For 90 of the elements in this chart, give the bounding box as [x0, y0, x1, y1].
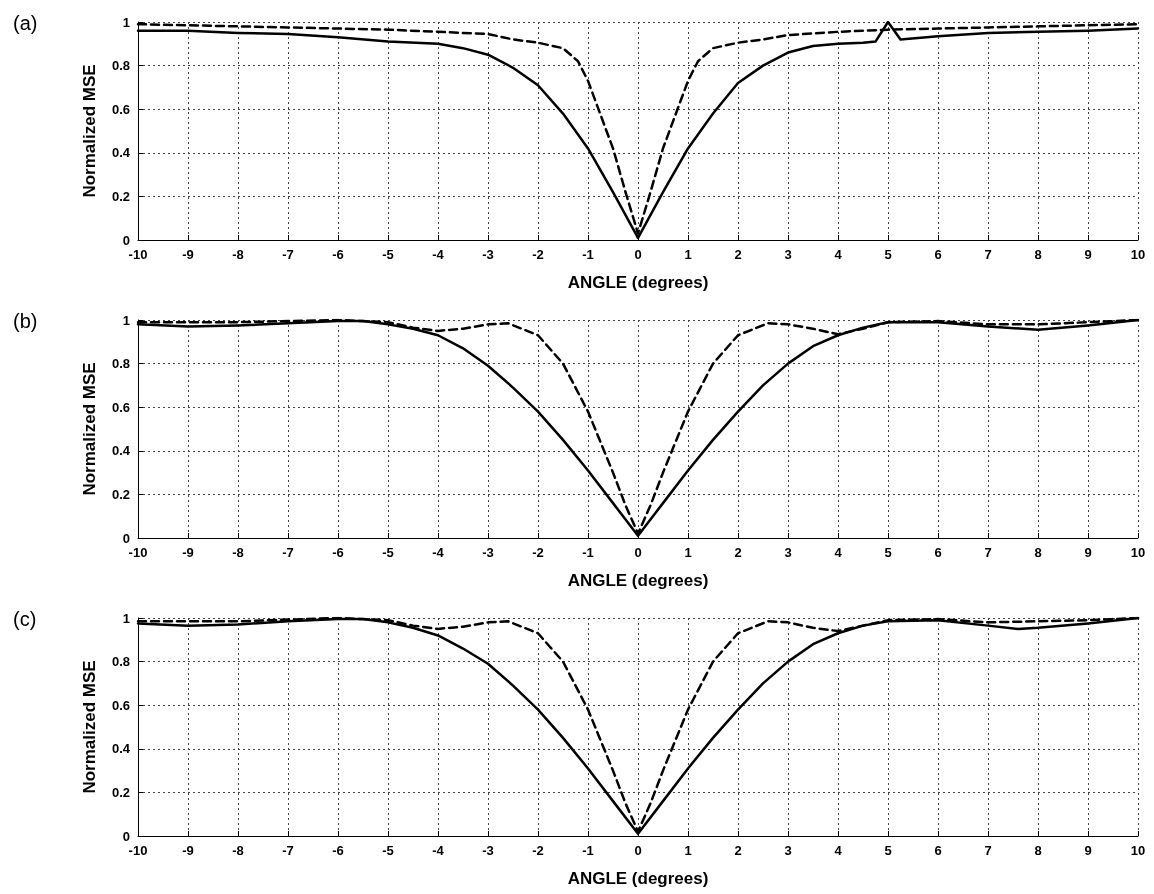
- x-tick-label: 5: [884, 247, 892, 262]
- y-tick-label: 0.8: [111, 58, 130, 74]
- x-tick-label: 6: [934, 545, 942, 560]
- chart-title: (a): [13, 12, 38, 34]
- y-tick-label: 0.6: [111, 101, 130, 117]
- x-tick-label: 10: [1130, 843, 1146, 858]
- x-tick-label: -8: [232, 247, 244, 262]
- x-tick-label: -1: [582, 843, 594, 858]
- y-tick-label: 0.4: [111, 741, 131, 757]
- y-axis-title: Normalized MSE: [80, 64, 99, 198]
- x-tick-label: -10: [128, 843, 148, 858]
- x-tick-label: -7: [282, 247, 294, 262]
- x-tick-label: -5: [382, 843, 394, 858]
- x-tick-label: 6: [934, 843, 942, 858]
- x-tick-label: -2: [532, 843, 544, 858]
- x-tick-label: 0: [634, 247, 642, 262]
- x-tick-label: 1: [684, 247, 692, 262]
- x-tick-label: -6: [332, 843, 344, 858]
- x-tick-label: -9: [182, 843, 194, 858]
- x-tick-label: -8: [232, 545, 244, 560]
- x-tick-label: 10: [1130, 545, 1146, 560]
- x-tick-label: 9: [1084, 247, 1092, 262]
- x-tick-label: 2: [734, 247, 742, 262]
- x-tick-label: -9: [182, 247, 194, 262]
- x-tick-label: -8: [232, 843, 244, 858]
- x-tick-label: -2: [532, 247, 544, 262]
- x-tick-label: 5: [884, 545, 892, 560]
- x-tick-label: -7: [282, 545, 294, 560]
- x-tick-label: 8: [1034, 843, 1042, 858]
- x-tick-label: 3: [784, 545, 792, 560]
- x-tick-label: 8: [1034, 545, 1042, 560]
- x-tick-label: -4: [432, 247, 445, 262]
- y-tick-label: 0: [122, 232, 130, 248]
- x-tick-label: 0: [634, 545, 642, 560]
- x-axis-title: ANGLE (degrees): [567, 869, 709, 888]
- x-tick-label: 3: [784, 247, 792, 262]
- y-tick-label: 0: [122, 828, 130, 844]
- x-axis-title: ANGLE (degrees): [567, 273, 709, 292]
- x-tick-label: -6: [332, 545, 344, 560]
- y-axis-title: Normalized MSE: [80, 362, 99, 496]
- x-tick-label: 2: [734, 545, 742, 560]
- x-tick-label: -1: [582, 247, 594, 262]
- x-tick-label: -5: [382, 247, 394, 262]
- y-tick-label: 0.8: [111, 356, 130, 372]
- x-tick-label: 1: [684, 545, 692, 560]
- y-tick-label: 0.2: [111, 188, 130, 204]
- x-tick-label: -3: [482, 247, 494, 262]
- x-tick-label: 7: [984, 247, 992, 262]
- y-axis-title: Normalized MSE: [80, 660, 99, 794]
- y-tick-label: 1: [122, 610, 130, 626]
- x-tick-label: 6: [934, 247, 942, 262]
- x-tick-label: 4: [834, 247, 843, 262]
- x-tick-label: -6: [332, 247, 344, 262]
- x-tick-label: 4: [834, 545, 843, 560]
- x-tick-label: -7: [282, 843, 294, 858]
- y-tick-label: 1: [122, 14, 130, 30]
- y-tick-label: 0.4: [111, 145, 131, 161]
- x-tick-label: 7: [984, 545, 992, 560]
- x-tick-label: 5: [884, 843, 892, 858]
- x-tick-label: -5: [382, 545, 394, 560]
- y-tick-label: 0.6: [111, 399, 130, 415]
- x-tick-label: 9: [1084, 843, 1092, 858]
- x-tick-label: -4: [432, 843, 445, 858]
- x-tick-label: -10: [128, 545, 148, 560]
- x-tick-label: 3: [784, 843, 792, 858]
- y-tick-label: 0.2: [111, 784, 130, 800]
- y-tick-label: 0.4: [111, 443, 131, 459]
- y-tick-label: 0.6: [111, 697, 130, 713]
- x-tick-label: -2: [532, 545, 544, 560]
- x-tick-label: 7: [984, 843, 992, 858]
- y-tick-label: 1: [122, 312, 130, 328]
- x-tick-label: 1: [684, 843, 692, 858]
- y-tick-label: 0.2: [111, 486, 130, 502]
- x-tick-label: -4: [432, 545, 445, 560]
- x-axis-title: ANGLE (degrees): [567, 571, 709, 590]
- x-tick-label: 9: [1084, 545, 1092, 560]
- x-tick-label: 0: [634, 843, 642, 858]
- x-tick-label: 2: [734, 843, 742, 858]
- x-tick-label: -9: [182, 545, 194, 560]
- x-tick-label: -10: [128, 247, 148, 262]
- y-tick-label: 0.8: [111, 654, 130, 670]
- x-tick-label: -3: [482, 545, 494, 560]
- x-tick-label: 4: [834, 843, 843, 858]
- x-tick-label: 8: [1034, 247, 1042, 262]
- chart-title: (c): [13, 608, 37, 630]
- y-tick-label: 0: [122, 530, 130, 546]
- x-tick-label: -1: [582, 545, 594, 560]
- chart-title: (b): [13, 310, 38, 332]
- x-tick-label: 10: [1130, 247, 1146, 262]
- x-tick-label: -3: [482, 843, 494, 858]
